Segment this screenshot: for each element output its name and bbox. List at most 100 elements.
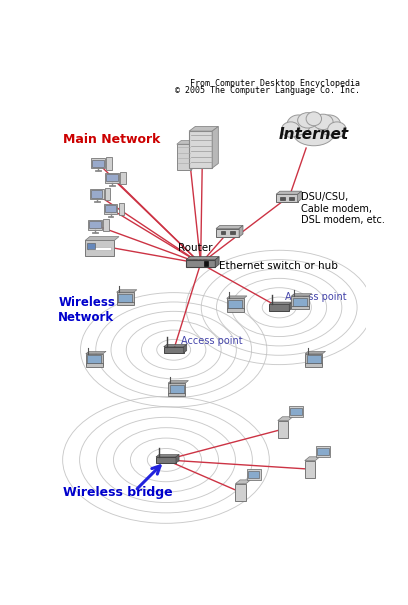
FancyBboxPatch shape <box>91 191 102 197</box>
FancyBboxPatch shape <box>305 460 315 478</box>
FancyBboxPatch shape <box>227 308 244 312</box>
FancyBboxPatch shape <box>235 484 246 501</box>
Text: © 2005 The Computer Language Co. Inc.: © 2005 The Computer Language Co. Inc. <box>175 87 360 96</box>
FancyBboxPatch shape <box>117 302 134 306</box>
FancyBboxPatch shape <box>305 354 322 365</box>
Polygon shape <box>177 140 195 144</box>
FancyBboxPatch shape <box>289 407 303 417</box>
FancyBboxPatch shape <box>87 355 102 364</box>
FancyBboxPatch shape <box>248 471 259 479</box>
Ellipse shape <box>313 114 333 129</box>
FancyBboxPatch shape <box>290 408 302 415</box>
FancyBboxPatch shape <box>204 261 208 266</box>
FancyBboxPatch shape <box>307 355 321 364</box>
FancyBboxPatch shape <box>317 448 329 455</box>
FancyBboxPatch shape <box>168 383 185 394</box>
FancyBboxPatch shape <box>94 201 100 202</box>
FancyBboxPatch shape <box>103 219 109 231</box>
FancyBboxPatch shape <box>164 347 184 353</box>
Polygon shape <box>289 302 292 310</box>
Ellipse shape <box>282 122 300 137</box>
Text: Wireless
Network: Wireless Network <box>58 296 115 324</box>
Ellipse shape <box>318 115 341 135</box>
FancyBboxPatch shape <box>117 292 134 303</box>
Polygon shape <box>235 480 251 484</box>
Polygon shape <box>85 237 119 240</box>
Polygon shape <box>184 344 187 353</box>
Polygon shape <box>191 140 195 171</box>
FancyBboxPatch shape <box>105 205 116 212</box>
Polygon shape <box>156 454 179 457</box>
FancyBboxPatch shape <box>87 243 95 249</box>
FancyBboxPatch shape <box>276 194 298 202</box>
FancyBboxPatch shape <box>119 203 124 215</box>
FancyBboxPatch shape <box>186 260 215 267</box>
FancyBboxPatch shape <box>88 220 102 230</box>
FancyBboxPatch shape <box>289 197 294 200</box>
FancyBboxPatch shape <box>105 173 119 183</box>
Polygon shape <box>176 454 179 463</box>
FancyBboxPatch shape <box>118 294 132 302</box>
FancyBboxPatch shape <box>177 144 191 171</box>
Ellipse shape <box>306 112 322 126</box>
FancyBboxPatch shape <box>104 204 118 214</box>
FancyBboxPatch shape <box>278 420 288 437</box>
FancyBboxPatch shape <box>86 354 103 365</box>
Polygon shape <box>276 191 302 194</box>
FancyBboxPatch shape <box>86 364 103 367</box>
FancyBboxPatch shape <box>109 185 115 186</box>
FancyBboxPatch shape <box>316 446 330 457</box>
Text: Access point: Access point <box>182 336 243 346</box>
Text: Access point: Access point <box>285 292 347 302</box>
FancyBboxPatch shape <box>120 172 126 185</box>
FancyBboxPatch shape <box>91 159 105 168</box>
Polygon shape <box>298 191 302 202</box>
FancyBboxPatch shape <box>269 304 289 310</box>
Ellipse shape <box>328 122 346 137</box>
Polygon shape <box>305 457 320 460</box>
Polygon shape <box>164 344 187 347</box>
Text: Wireless bridge: Wireless bridge <box>63 486 173 499</box>
FancyBboxPatch shape <box>227 298 244 309</box>
Text: Router: Router <box>177 243 212 253</box>
Polygon shape <box>269 302 292 304</box>
Text: From Computer Desktop Encyclopedia: From Computer Desktop Encyclopedia <box>190 79 360 88</box>
FancyBboxPatch shape <box>105 188 110 200</box>
FancyBboxPatch shape <box>216 229 239 237</box>
FancyBboxPatch shape <box>189 131 212 168</box>
Text: Main Network: Main Network <box>63 132 160 146</box>
FancyBboxPatch shape <box>221 231 225 234</box>
FancyBboxPatch shape <box>156 457 176 463</box>
FancyBboxPatch shape <box>95 170 101 171</box>
Polygon shape <box>227 296 247 298</box>
FancyBboxPatch shape <box>92 232 98 233</box>
FancyBboxPatch shape <box>89 221 101 228</box>
Ellipse shape <box>293 120 335 146</box>
Polygon shape <box>278 417 293 420</box>
FancyBboxPatch shape <box>305 364 322 367</box>
Text: DSU/CSU,
Cable modem,
DSL modem, etc.: DSU/CSU, Cable modem, DSL modem, etc. <box>301 192 385 225</box>
Text: Internet: Internet <box>279 126 349 142</box>
FancyBboxPatch shape <box>108 215 113 217</box>
Polygon shape <box>117 290 137 292</box>
FancyBboxPatch shape <box>168 393 185 396</box>
FancyBboxPatch shape <box>88 247 111 250</box>
Polygon shape <box>215 257 219 267</box>
FancyBboxPatch shape <box>291 306 308 309</box>
FancyBboxPatch shape <box>170 385 184 393</box>
FancyBboxPatch shape <box>291 296 308 307</box>
FancyBboxPatch shape <box>85 240 114 256</box>
Polygon shape <box>86 352 106 354</box>
FancyBboxPatch shape <box>230 231 235 234</box>
Polygon shape <box>168 381 188 383</box>
Polygon shape <box>189 126 218 131</box>
FancyBboxPatch shape <box>93 160 104 167</box>
FancyBboxPatch shape <box>106 157 112 169</box>
FancyBboxPatch shape <box>90 189 104 199</box>
Polygon shape <box>216 226 243 229</box>
Text: Ethernet switch or hub: Ethernet switch or hub <box>219 261 338 271</box>
FancyBboxPatch shape <box>106 174 118 182</box>
Polygon shape <box>305 352 326 354</box>
Ellipse shape <box>287 115 310 135</box>
Polygon shape <box>291 293 312 296</box>
